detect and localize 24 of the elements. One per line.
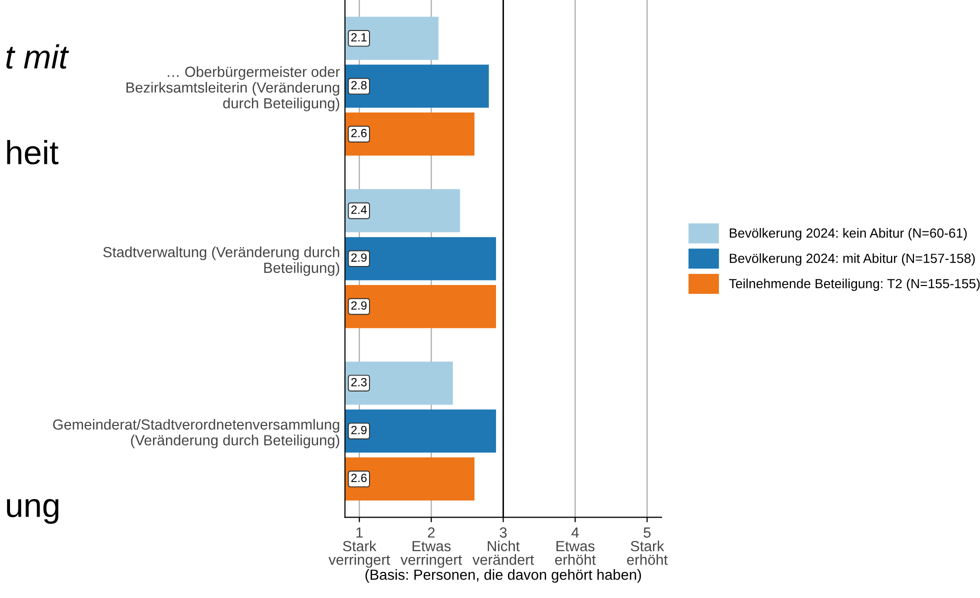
data-label: 2.9 (351, 426, 367, 434)
x-tick-label: 5 Stark erhöht (627, 528, 668, 565)
data-label: 2.9 (351, 301, 367, 310)
legend-label: Bevölkerung 2024: kein Abitur (N=60-61) (730, 228, 967, 240)
text: t mit (6, 44, 70, 69)
legend-label: Bevölkerung 2024: mit Abitur (N=157-158) (730, 253, 975, 266)
y-tick-label: … Oberbürgermeister oder Bezirksamtsleiterin (Veränderung durch Beteiligung) (126, 66, 340, 112)
data-label: 2.9 (351, 253, 367, 262)
data-label: 2.6 (351, 474, 367, 482)
text: ung (7, 498, 58, 524)
data-label: 2.3 (351, 378, 367, 386)
y-tick-label: Gemeinderat/Stadtverordnetenversammlung (Veränderung durch Beteiligung) (53, 418, 340, 448)
y-tick-label: Stadtverwaltung (Veränderung durch Beteiligung) (103, 246, 340, 276)
x-tick-label: 1 Stark verringert (328, 528, 390, 568)
data-label: 2.6 (351, 128, 367, 138)
x-tick-label: 3 Nicht verändert (472, 527, 534, 565)
text: heit (7, 140, 58, 164)
data-label: 2.1 (351, 33, 367, 42)
x-tick-label: 2 Etwas verringert (400, 527, 462, 568)
x-axis-title: (Basis: Personen, die davon gehört haben) (366, 569, 641, 583)
data-label: 2.4 (351, 206, 367, 214)
legend-label: Teilnehmende Beteiligung: T2 (N=155-155) (729, 278, 980, 291)
data-label: 2.8 (351, 81, 367, 90)
x-tick-label: 4 Etwas erhöht (555, 528, 596, 565)
